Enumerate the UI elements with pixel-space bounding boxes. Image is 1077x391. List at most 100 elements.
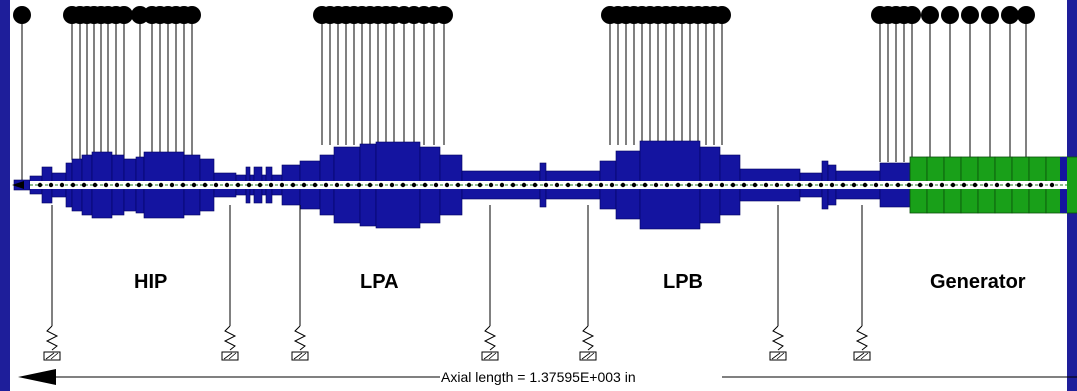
ground-hatch [488,352,497,360]
ground-hatch [293,352,303,360]
node-dot [917,182,923,188]
axial-length-label: Axial length = 1.37595E+003 in [441,369,636,385]
spring-icon [293,325,307,351]
ground-support-icon [481,351,499,361]
ground-hatch [581,352,591,360]
node-dot [576,182,582,188]
ground-support-icon [853,351,871,361]
node-dot [433,182,439,188]
node-dot [125,182,131,188]
node-dot [642,182,648,188]
node-dot [587,182,593,188]
spring-icon [45,325,59,351]
node-dot [422,182,428,188]
node-dot [697,182,703,188]
node-dot [939,182,945,188]
node-dot [719,182,725,188]
node-dot [81,182,87,188]
node-dot [554,182,560,188]
node-dot [1005,182,1011,188]
node-dot [301,182,307,188]
ground-hatch [586,352,595,360]
node-dot [532,182,538,188]
bore-band [30,181,1067,189]
node-dot [455,182,461,188]
spring-icon [483,325,497,351]
node-dot [851,182,857,188]
ground-hatch [298,352,307,360]
ground-hatch [860,352,869,360]
ground-hatch [45,352,55,360]
node-dot [653,182,659,188]
marker-head-icon [921,6,939,24]
marker-head-icon [713,6,731,24]
node-dot [400,182,406,188]
node-dot [92,182,98,188]
marker-head-icon [903,6,921,24]
node-dot [598,182,604,188]
node-dot [675,182,681,188]
node-dot [631,182,637,188]
marker-head-icon [981,6,999,24]
node-dot [466,182,472,188]
node-dot [741,182,747,188]
node-dot [994,182,1000,188]
ground-hatch [855,352,865,360]
marker-head-icon [1017,6,1035,24]
node-dot [873,182,879,188]
node-dot [499,182,505,188]
node-dot [290,182,296,188]
node-dot [334,182,340,188]
node-dot [862,182,868,188]
node-dot [103,182,109,188]
node-dot [763,182,769,188]
node-dot [312,182,318,188]
node-dot [48,182,54,188]
node-dot [378,182,384,188]
node-dot [323,182,329,188]
section-label-lpb: LPB [663,271,703,293]
node-dot [389,182,395,188]
node-dot [147,182,153,188]
node-dot [521,182,527,188]
node-dot [983,182,989,188]
node-dot [1049,182,1055,188]
node-dot [928,182,934,188]
node-dot [664,182,670,188]
marker-head-icon [115,6,133,24]
node-dot [961,182,967,188]
ground-support-icon [769,351,787,361]
node-dot [246,182,252,188]
node-dot [268,182,274,188]
node-dot [972,182,978,188]
spring-icon [223,325,237,351]
station-markers [13,6,1035,185]
ground-hatch [228,352,237,360]
axial-length-dimension: Axial length = 1.37595E+003 in [18,369,1077,385]
ground-support-icon [221,351,239,361]
node-dot [686,182,692,188]
ground-support-icon [43,351,61,361]
node-dot [114,182,120,188]
node-dot [279,182,285,188]
node-dot [752,182,758,188]
node-dot [136,182,142,188]
node-dot [906,182,912,188]
ground-support-icon [291,351,309,361]
ground-hatch [483,352,493,360]
node-dot [796,182,802,188]
section-labels: HIP LPA LPB Generator [134,271,1026,293]
left-frame-border [0,0,10,391]
marker-head-icon [13,6,31,24]
marker-head-icon [961,6,979,24]
section-label-generator: Generator [930,271,1026,293]
node-dot [1027,182,1033,188]
dimension-arrowhead-icon [18,369,56,385]
node-dot [895,182,901,188]
node-dot [1038,182,1044,188]
node-dot [158,182,164,188]
bearing-supports [43,205,871,361]
node-points [12,181,1055,189]
spring-icon [771,325,785,351]
